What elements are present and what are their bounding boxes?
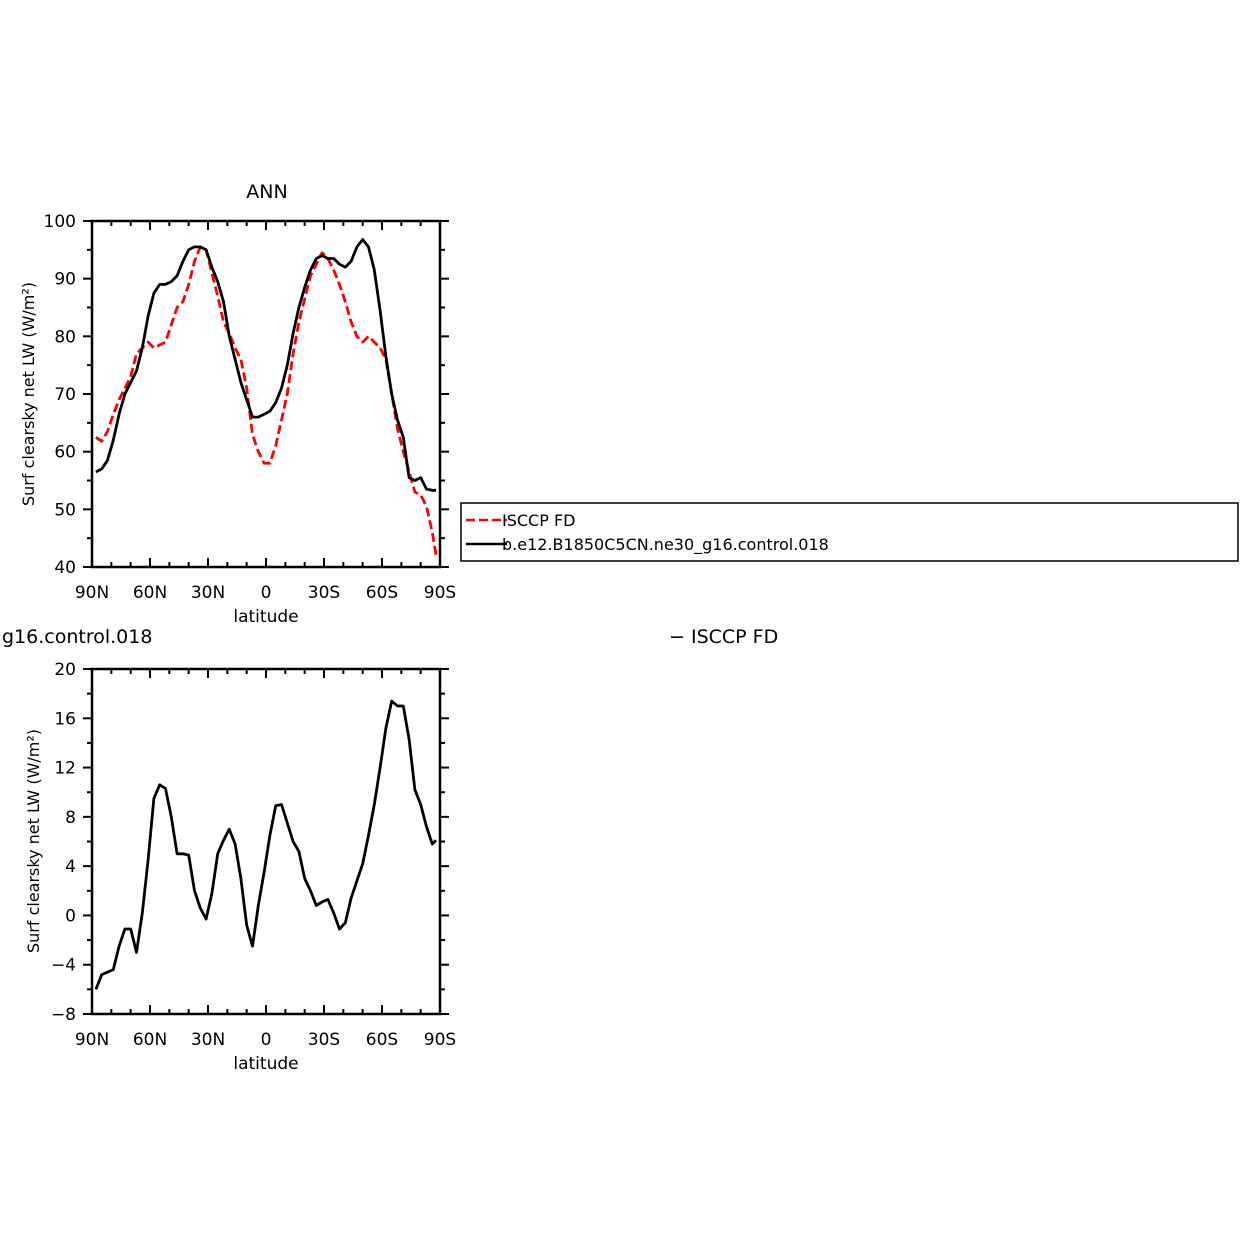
panel1-title: ANN: [246, 181, 287, 203]
panel2-x-tick-label: 90S: [424, 1030, 456, 1050]
panel1-y-tick-label: 90: [54, 270, 76, 290]
panel-annual-mean: ANN 90N 60N 30N 0 30S 60S 90S 40 50 60 70 80 90 100 l…: [19, 181, 456, 627]
panel1-y-tick-label: 40: [54, 558, 76, 578]
panel1-y-tick-label: 60: [54, 443, 76, 463]
panel2-x-tick-label: 30S: [308, 1030, 340, 1050]
panel2-right-title: − ISCCP FD: [669, 626, 778, 648]
panel2-series-line-0: [94, 699, 438, 990]
panel1-x-tick-label: 30N: [191, 583, 225, 603]
panel2-x-tick-label: 0: [261, 1030, 272, 1050]
panel2-x-tick-label: 60S: [366, 1030, 398, 1050]
panel2-x-axis-label: latitude: [233, 1054, 298, 1074]
panel-difference: g16.control.018 − ISCCP FD 90N 60N 30N 0 30S…: [2, 626, 778, 1074]
panel1-y-tick-label: 50: [54, 500, 76, 520]
panel1-y-axis-label: Surf clearsky net LW (W/m²): [19, 282, 38, 506]
panel2-title: g16.control.018: [2, 626, 152, 648]
panel2-series-layer: [94, 699, 438, 990]
panel2-ticks: 90N 60N 30N 0 30S 60S 90S −8 −4 0 4 8 12 16 20: [51, 660, 456, 1050]
panel1-x-tick-label: 30S: [308, 583, 340, 603]
panel1-plot-frame: [90, 219, 442, 569]
panel1-x-tick-label: 60S: [366, 583, 398, 603]
panel1-x-axis-label: latitude: [233, 607, 298, 627]
panel1-x-tick-label: 90S: [424, 583, 456, 603]
panel1-x-tick-label: 0: [261, 583, 272, 603]
panel2-y-tick-label: −8: [51, 1005, 76, 1025]
panel2-y-tick-label: 8: [65, 808, 76, 828]
panel2-y-tick-label: 4: [65, 857, 76, 877]
panel2-x-tick-label: 60N: [133, 1030, 167, 1050]
panel2-y-tick-label: 12: [54, 759, 76, 779]
panel1-y-tick-label: 70: [54, 385, 76, 405]
panel1-x-tick-label: 90N: [75, 583, 109, 603]
panel1-x-tick-label: 60N: [133, 583, 167, 603]
panel1-series-line-1: [95, 238, 437, 492]
panel2-y-tick-label: 0: [65, 906, 76, 926]
panel1-y-tick-label: 100: [44, 212, 76, 232]
legend-label-isccp: ISCCP FD: [502, 511, 575, 530]
panel1-series-layer: [95, 238, 438, 556]
legend-box: [460, 502, 1239, 562]
panel1-y-tick-label: 80: [54, 327, 76, 347]
panel1-ticks: 90N 60N 30N 0 30S 60S 90S 40 50 60 70 80 90 100: [44, 212, 457, 603]
legend-label-model: b.e12.B1850C5CN.ne30_g16.control.018: [502, 535, 829, 555]
panel2-x-tick-label: 90N: [75, 1030, 109, 1050]
legend: ISCCP FD b.e12.B1850C5CN.ne30_g16.contro…: [460, 502, 1239, 562]
panel1-series-line-0: [95, 245, 438, 556]
panel2-y-tick-label: −4: [51, 956, 76, 976]
panel2-y-axis-label: Surf clearsky net LW (W/m²): [24, 729, 43, 953]
panel2-y-tick-label: 16: [54, 709, 76, 729]
panel2-x-tick-label: 30N: [191, 1030, 225, 1050]
panel2-y-tick-label: 20: [54, 660, 76, 680]
